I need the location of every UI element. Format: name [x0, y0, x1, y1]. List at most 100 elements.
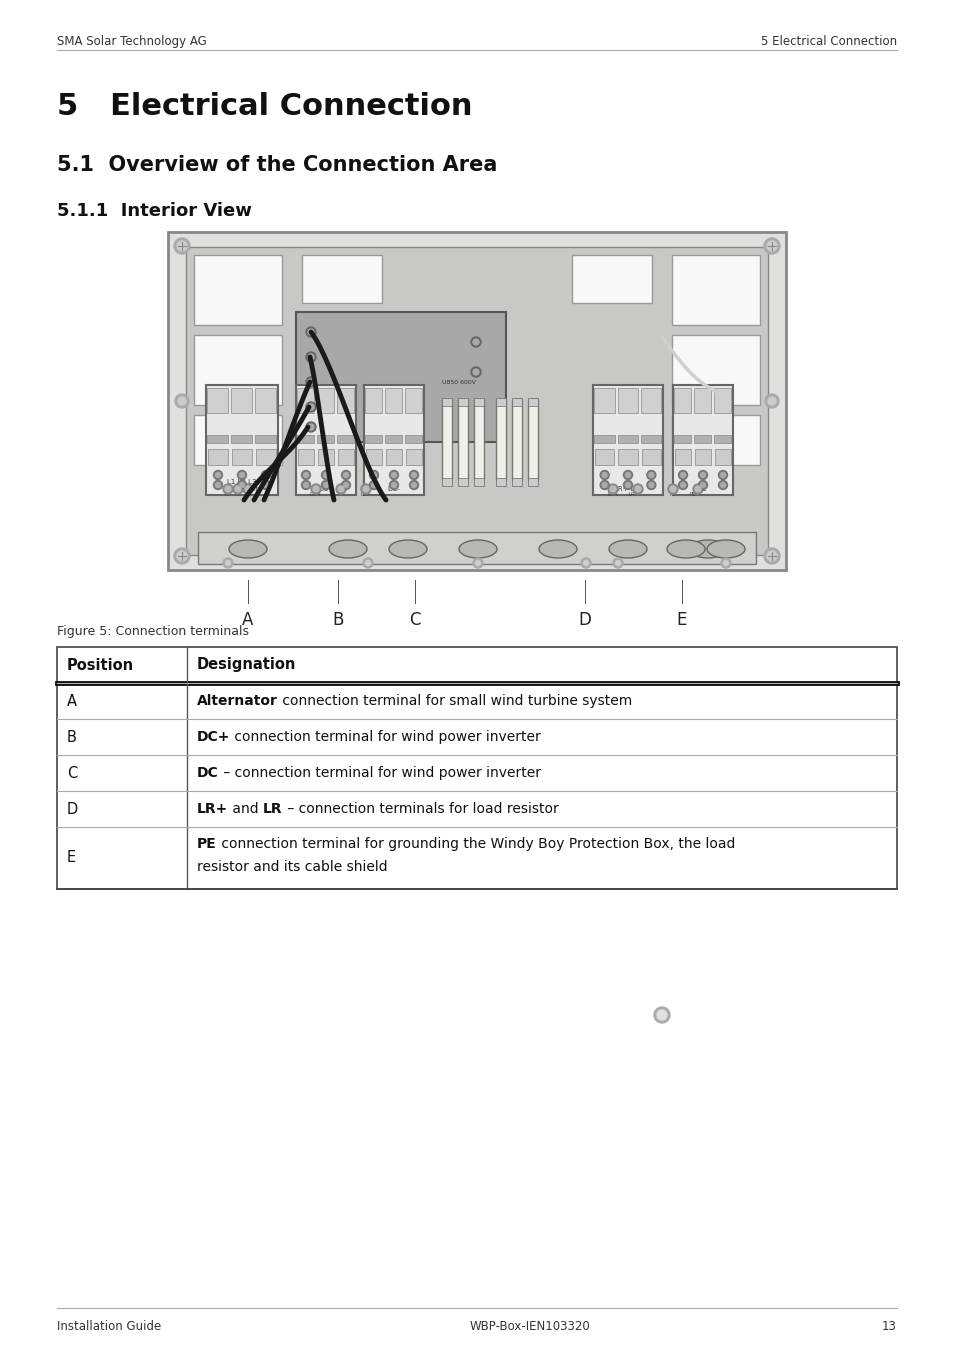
Bar [496, 400, 505, 480]
Circle shape [213, 470, 222, 480]
Bar [618, 449, 637, 465]
Circle shape [635, 485, 640, 492]
Circle shape [306, 327, 315, 337]
Text: L2: L2 [234, 492, 241, 498]
Bar [208, 449, 228, 465]
Circle shape [764, 393, 779, 408]
Bar [474, 479, 483, 485]
Text: PE: PE [689, 492, 696, 498]
Bar [206, 385, 277, 495]
Text: DC-: DC- [360, 492, 371, 498]
Circle shape [313, 485, 318, 492]
Circle shape [306, 377, 315, 387]
Bar [317, 435, 335, 443]
Text: Designation: Designation [196, 657, 296, 672]
Circle shape [700, 472, 705, 477]
Bar [441, 479, 452, 485]
Bar [295, 312, 505, 442]
Circle shape [263, 483, 268, 488]
Circle shape [223, 558, 233, 568]
Circle shape [471, 337, 480, 347]
Circle shape [625, 483, 630, 488]
Circle shape [411, 472, 416, 477]
Bar [405, 388, 422, 412]
Circle shape [646, 470, 655, 480]
Circle shape [718, 470, 727, 480]
Circle shape [173, 548, 190, 564]
Circle shape [692, 484, 702, 493]
Circle shape [623, 470, 632, 480]
Text: PE: PE [669, 492, 676, 498]
Text: D: D [67, 802, 78, 817]
Circle shape [341, 470, 350, 480]
Bar [527, 479, 537, 485]
Bar [386, 449, 401, 465]
Circle shape [646, 480, 655, 489]
Circle shape [599, 470, 609, 480]
Bar [496, 479, 505, 485]
Bar [640, 388, 660, 412]
Text: and: and [228, 802, 263, 817]
Bar [618, 435, 638, 443]
Circle shape [263, 472, 268, 477]
Circle shape [363, 485, 369, 492]
Circle shape [625, 472, 630, 477]
Circle shape [609, 485, 616, 492]
Bar [457, 400, 468, 480]
Circle shape [654, 1007, 669, 1023]
Bar [297, 449, 314, 465]
Circle shape [648, 472, 653, 477]
Bar [337, 449, 354, 465]
Bar [297, 388, 314, 412]
Circle shape [720, 483, 724, 488]
Circle shape [335, 484, 346, 493]
Circle shape [601, 472, 606, 477]
Circle shape [678, 480, 687, 489]
Circle shape [473, 339, 478, 345]
Circle shape [301, 470, 310, 480]
Bar [255, 435, 276, 443]
Circle shape [718, 480, 727, 489]
Circle shape [239, 483, 244, 488]
Circle shape [411, 483, 416, 488]
Bar [512, 479, 521, 485]
Bar [671, 256, 760, 324]
Bar [694, 435, 711, 443]
Text: Installation Guide: Installation Guide [57, 1320, 161, 1333]
Circle shape [234, 485, 241, 492]
Bar [208, 435, 229, 443]
Circle shape [678, 470, 687, 480]
Circle shape [720, 558, 730, 568]
Bar [385, 388, 402, 412]
Text: LR: LR [263, 802, 283, 817]
Circle shape [679, 472, 685, 477]
Circle shape [306, 352, 315, 362]
Circle shape [695, 485, 700, 492]
Circle shape [341, 480, 350, 489]
Bar [674, 388, 691, 412]
Bar [317, 449, 334, 465]
Circle shape [583, 561, 588, 565]
Bar [694, 388, 711, 412]
Text: connection terminal for grounding the Windy Boy Protection Box, the load: connection terminal for grounding the Wi… [216, 837, 735, 852]
Bar [593, 385, 662, 495]
Text: DC+: DC+ [317, 485, 334, 492]
Text: 5 Electrical Connection: 5 Electrical Connection [760, 35, 896, 49]
Circle shape [391, 483, 396, 488]
Text: DC+: DC+ [196, 730, 230, 744]
Ellipse shape [329, 539, 367, 558]
Text: connection terminal for small wind turbine system: connection terminal for small wind turbi… [277, 694, 632, 708]
Circle shape [215, 483, 220, 488]
Bar [714, 388, 731, 412]
Ellipse shape [608, 539, 646, 558]
Circle shape [767, 397, 775, 406]
Bar [714, 435, 731, 443]
Text: B: B [332, 611, 343, 629]
Bar [365, 388, 382, 412]
Bar [595, 449, 614, 465]
Bar [671, 415, 760, 465]
Text: Figure 5: Connection terminals: Figure 5: Connection terminals [57, 625, 249, 638]
Text: – connection terminals for load resistor: – connection terminals for load resistor [283, 802, 558, 817]
Circle shape [369, 480, 378, 489]
Text: A: A [242, 611, 253, 629]
